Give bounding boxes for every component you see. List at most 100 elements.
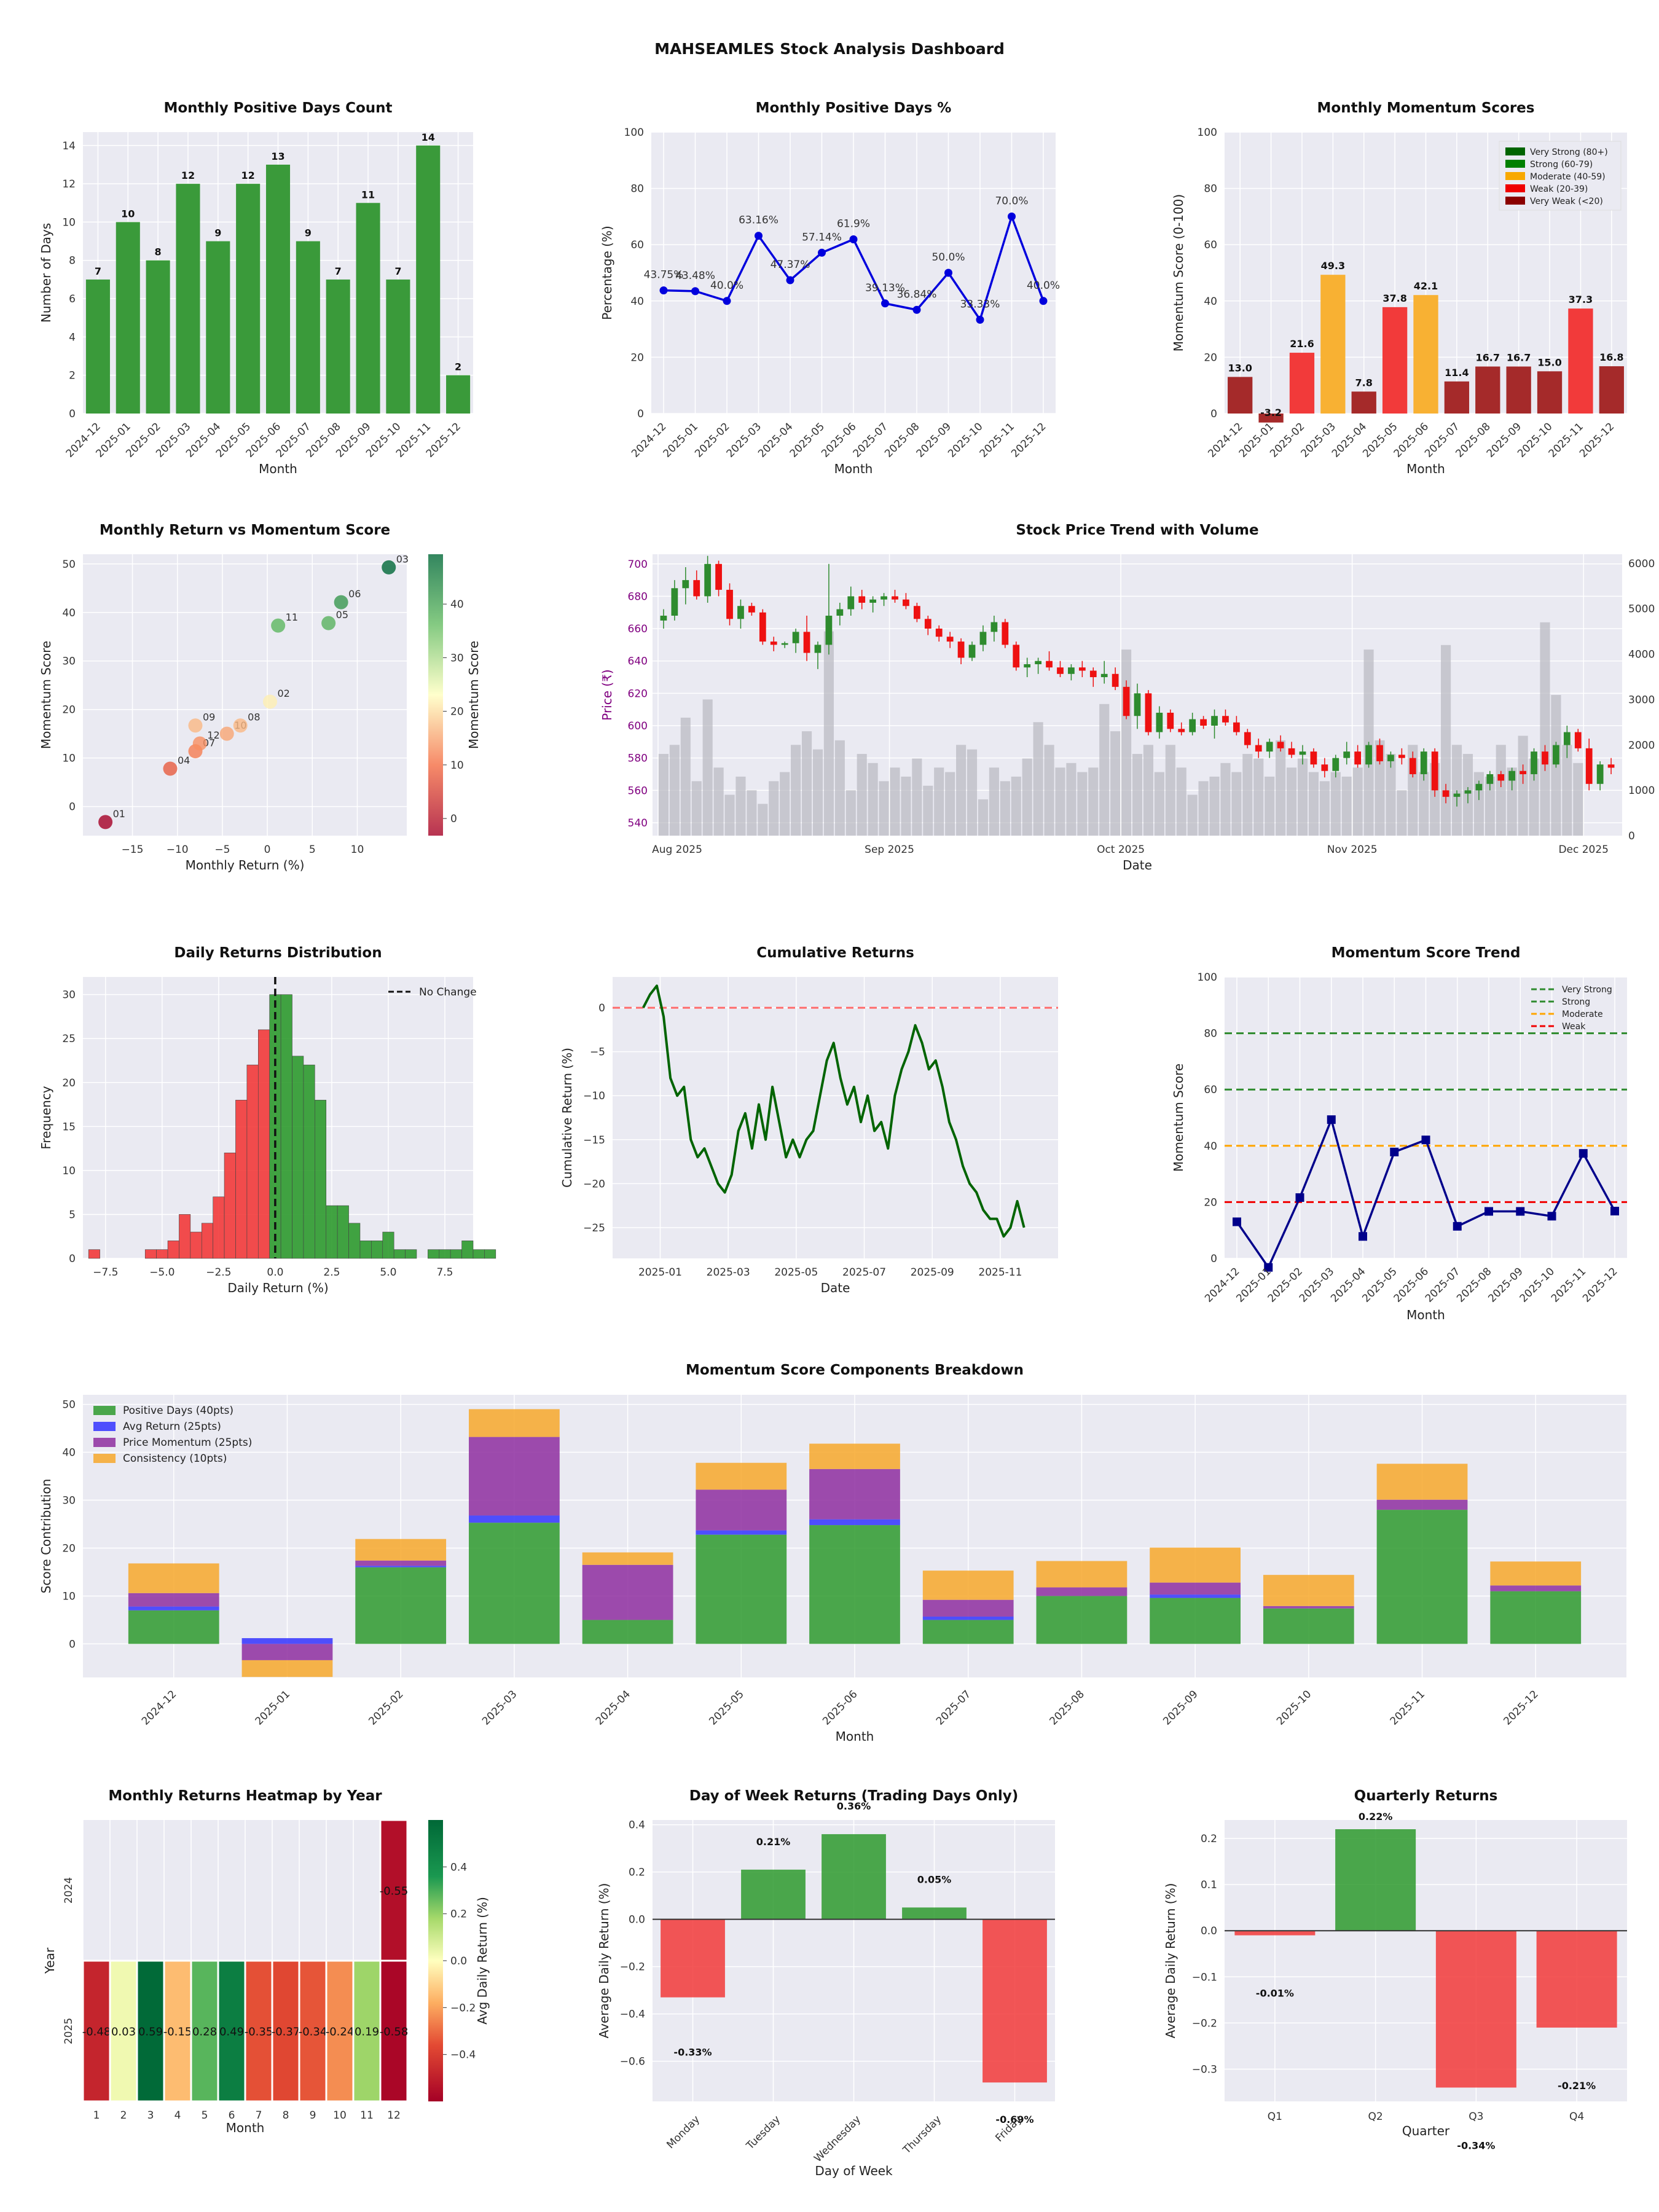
legend-swatch <box>1505 147 1525 155</box>
volume-bar <box>758 804 768 836</box>
data-point <box>1484 1207 1493 1216</box>
candle-body <box>1321 764 1328 771</box>
bar <box>176 184 200 414</box>
x-tick-label: −5 <box>214 844 230 856</box>
candle-body <box>803 632 810 653</box>
volume-bar <box>912 758 922 836</box>
data-point <box>1579 1149 1588 1158</box>
x-axis-label: Day of Week <box>815 2163 893 2178</box>
candle-body <box>979 632 987 645</box>
volume-bar <box>658 754 669 836</box>
candle-body <box>1024 664 1031 668</box>
candle-body <box>1563 732 1571 745</box>
y-axis-label: Frequency <box>39 1086 53 1149</box>
x-tick-label: 2025-12 <box>1009 420 1048 460</box>
x-tick-label: 10 <box>351 844 364 856</box>
chart-day-of-week-returns: Day of Week Returns (Trading Days Only)0… <box>597 1788 1055 2178</box>
data-point <box>755 232 763 240</box>
bar <box>386 279 410 414</box>
candle-body <box>935 629 943 637</box>
stack-segment <box>1376 1464 1468 1500</box>
data-label: -0.33% <box>673 2047 712 2058</box>
candle-body <box>858 596 866 603</box>
bar <box>446 375 471 414</box>
y-tick-label: 0 <box>69 408 76 420</box>
legend-label: Very Strong (80+) <box>1530 147 1608 157</box>
volume-bar <box>1000 781 1010 836</box>
x-tick-label: −10 <box>167 844 189 856</box>
y-tick-label: 0.4 <box>450 1861 467 1873</box>
heatmap-cell <box>352 1959 382 2103</box>
data-point <box>786 276 794 284</box>
volume-bar <box>1099 704 1110 836</box>
candle-body <box>892 596 898 600</box>
legend-swatch <box>93 1438 116 1447</box>
data-label: 9 <box>305 227 312 239</box>
data-label: 0.21% <box>756 1836 791 1848</box>
y-axis-label: Average Daily Return (%) <box>1163 1883 1178 2039</box>
y-tick-label: 80 <box>630 183 644 195</box>
candle-body <box>836 609 844 616</box>
y-tick-label: 0.0 <box>1201 1925 1217 1937</box>
stack-segment <box>128 1563 219 1593</box>
data-label: 43.75% <box>644 269 684 281</box>
data-label: -0.01% <box>1256 1988 1294 1999</box>
histogram-bar <box>167 1241 179 1259</box>
cell-label: -0.24 <box>326 2026 355 2039</box>
stack-segment <box>582 1620 673 1644</box>
volume-bar <box>1154 772 1164 836</box>
stack-segment <box>696 1534 787 1644</box>
candle-body <box>1112 673 1119 687</box>
volume-bar <box>1397 790 1407 836</box>
candle-body <box>1200 719 1207 726</box>
y-tick-label: 30 <box>62 1495 76 1507</box>
x-tick-label: 2025-08 <box>1048 1688 1087 1727</box>
volume-bar <box>801 731 812 836</box>
y-tick-label: 30 <box>62 989 76 1002</box>
candle-body <box>1453 793 1461 797</box>
volume-bar <box>1033 722 1043 836</box>
chart-title: Monthly Positive Days Count <box>163 100 392 116</box>
candle-body <box>737 606 744 619</box>
candle-body <box>1134 693 1141 716</box>
cell-label: -0.34 <box>299 2026 327 2039</box>
candle-body <box>1553 745 1559 765</box>
x-axis-label: Quarter <box>1402 2124 1450 2138</box>
data-label: -0.21% <box>1558 2080 1596 2092</box>
x-tick-label: 10 <box>333 2109 347 2122</box>
data-label: 14 <box>422 131 435 143</box>
histogram-bar <box>292 1056 304 1259</box>
data-point <box>976 315 984 324</box>
y-tick-label: 20 <box>62 704 76 716</box>
histogram-bar <box>393 1249 406 1259</box>
y-tick-label: 100 <box>1198 127 1217 139</box>
histogram-bar <box>224 1152 236 1259</box>
y-tick-label: −0.2 <box>620 1961 645 1974</box>
x-tick-label: 2025-04 <box>594 1688 633 1727</box>
data-point <box>691 287 699 296</box>
data-label: 15.0 <box>1537 356 1561 368</box>
chart-title: Monthly Positive Days % <box>756 100 952 116</box>
chart-daily-returns-distribution: Daily Returns Distribution 0 5 10 15 20 25 30 −7… <box>39 945 496 1295</box>
volume-bar <box>1253 758 1264 836</box>
y-tick-label: 0 <box>1210 408 1217 420</box>
x-tick-label: 5 <box>309 844 316 856</box>
legend-label: Very Weak (<20) <box>1530 197 1603 206</box>
x-tick-label: 5.0 <box>380 1266 396 1279</box>
volume-bar <box>1451 745 1462 836</box>
chart-monthly-momentum-scores: Monthly Momentum Scores 0 20 40 60 80 100 13.0 2… <box>1171 100 1627 476</box>
candle-body <box>1376 745 1383 761</box>
volume-bar <box>1375 740 1385 836</box>
y-tick-label: 10 <box>62 1165 76 1177</box>
volume-bar <box>680 717 691 836</box>
data-point <box>659 286 668 295</box>
point-label: 03 <box>396 553 409 565</box>
y-tick-label: 0 <box>69 1638 76 1650</box>
x-tick-label: 2025-05 <box>707 1688 746 1727</box>
candle-body <box>1542 751 1548 765</box>
chart-title: Momentum Score Components Breakdown <box>686 1362 1024 1378</box>
x-tick-label: Dec 2025 <box>1558 844 1609 856</box>
x-tick-label: 0.0 <box>267 1266 283 1279</box>
candle-body <box>1354 751 1362 765</box>
x-tick-label: Aug 2025 <box>652 844 702 856</box>
